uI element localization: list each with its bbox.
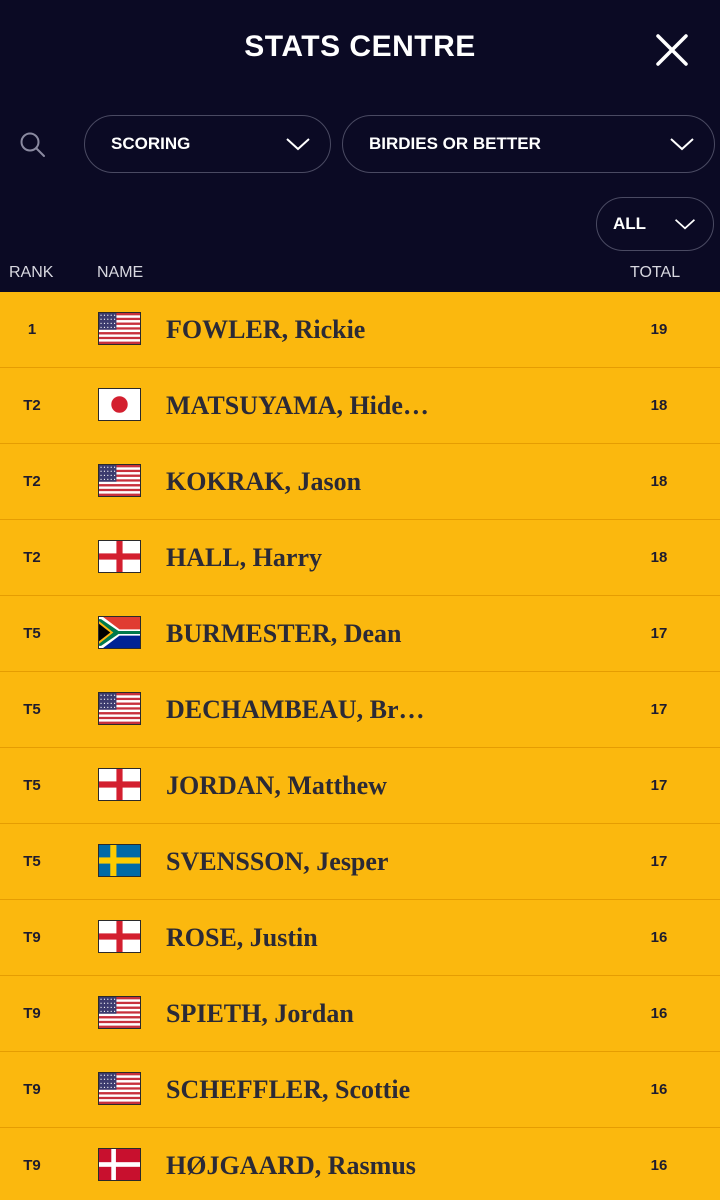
england-flag-icon: [98, 540, 141, 573]
total-column-header: TOTAL: [630, 264, 681, 281]
player-row[interactable]: T9 SPIETH, Jordan 16: [0, 976, 720, 1052]
stats-header: STATS CENTRE SCORING BIRDIES OR BETTER A…: [0, 0, 720, 292]
total-value: 16: [650, 929, 668, 946]
japan-flag-icon: [98, 388, 141, 421]
total-value: 18: [650, 473, 668, 490]
rank-value: T9: [23, 929, 41, 946]
player-row[interactable]: T2 KOKRAK, Jason 18: [0, 444, 720, 520]
usa-flag-icon: [98, 464, 141, 497]
player-name: DECHAMBEAU, Br…: [166, 695, 425, 724]
sweden-flag-icon: [98, 844, 141, 877]
search-icon[interactable]: [16, 128, 50, 162]
player-name: SCHEFFLER, Scottie: [166, 1075, 411, 1104]
close-icon[interactable]: [652, 30, 692, 70]
player-name: KOKRAK, Jason: [166, 467, 362, 496]
player-name: FOWLER, Rickie: [166, 315, 366, 344]
total-value: 16: [650, 1081, 668, 1098]
chevron-down-icon: [286, 138, 310, 151]
player-row[interactable]: T5 SVENSSON, Jesper 17: [0, 824, 720, 900]
usa-flag-icon: [98, 996, 141, 1029]
rank-value: T5: [23, 701, 41, 718]
player-name: MATSUYAMA, Hide…: [166, 391, 429, 420]
player-row[interactable]: T9 SCHEFFLER, Scottie 16: [0, 1052, 720, 1128]
player-name: BURMESTER, Dean: [166, 619, 402, 648]
rank-value: T2: [23, 549, 41, 566]
rank-value: 1: [27, 321, 37, 338]
total-value: 17: [650, 701, 668, 718]
stat-dropdown-label: BIRDIES OR BETTER: [369, 134, 541, 153]
page-title: STATS CENTRE: [244, 30, 476, 63]
rank-value: T9: [23, 1081, 41, 1098]
england-flag-icon: [98, 920, 141, 953]
rank-column-header: RANK: [9, 264, 54, 281]
total-value: 18: [650, 549, 668, 566]
category-dropdown-label: SCORING: [111, 134, 191, 153]
rank-value: T2: [23, 473, 41, 490]
usa-flag-icon: [98, 1072, 141, 1105]
chevron-down-icon: [670, 138, 694, 151]
player-row[interactable]: T5 BURMESTER, Dean 17: [0, 596, 720, 672]
rank-value: T9: [23, 1005, 41, 1022]
chevron-down-icon: [674, 219, 696, 230]
player-row[interactable]: T9 ROSE, Justin 16: [0, 900, 720, 976]
usa-flag-icon: [98, 312, 141, 345]
leaderboard-list: 1 FOWLER, Rickie 19 T2 MATSUYAMA, Hide… 18 T2 K…: [0, 292, 720, 1200]
round-dropdown[interactable]: ALL: [596, 197, 714, 251]
player-row[interactable]: T9 HØJGAARD, Rasmus 16: [0, 1128, 720, 1200]
usa-flag-icon: [98, 692, 141, 725]
total-value: 16: [650, 1157, 668, 1174]
category-dropdown[interactable]: SCORING: [84, 115, 331, 173]
player-row[interactable]: T5 JORDAN, Matthew 17: [0, 748, 720, 824]
total-value: 19: [650, 321, 668, 338]
denmark-flag-icon: [98, 1148, 141, 1181]
player-name: HALL, Harry: [166, 543, 322, 572]
player-row[interactable]: 1 FOWLER, Rickie 19: [0, 292, 720, 368]
rank-value: T2: [23, 397, 41, 414]
rank-value: T5: [23, 853, 41, 870]
player-name: HØJGAARD, Rasmus: [166, 1151, 416, 1180]
total-value: 17: [650, 625, 668, 642]
total-value: 16: [650, 1005, 668, 1022]
england-flag-icon: [98, 768, 141, 801]
player-name: SVENSSON, Jesper: [166, 847, 389, 876]
rank-value: T5: [23, 777, 41, 794]
name-column-header: NAME: [97, 264, 144, 281]
player-row[interactable]: T2 MATSUYAMA, Hide… 18: [0, 368, 720, 444]
player-row[interactable]: T2 HALL, Harry 18: [0, 520, 720, 596]
player-name: SPIETH, Jordan: [166, 999, 354, 1028]
player-name: ROSE, Justin: [166, 923, 318, 952]
player-name: JORDAN, Matthew: [166, 771, 387, 800]
rank-value: T5: [23, 625, 41, 642]
total-value: 18: [650, 397, 668, 414]
player-row[interactable]: T5 DECHAMBEAU, Br… 17: [0, 672, 720, 748]
rank-value: T9: [23, 1157, 41, 1174]
total-value: 17: [650, 777, 668, 794]
total-value: 17: [650, 853, 668, 870]
south-africa-flag-icon: [98, 616, 141, 649]
stat-dropdown[interactable]: BIRDIES OR BETTER: [342, 115, 715, 173]
round-dropdown-label: ALL: [613, 214, 647, 233]
